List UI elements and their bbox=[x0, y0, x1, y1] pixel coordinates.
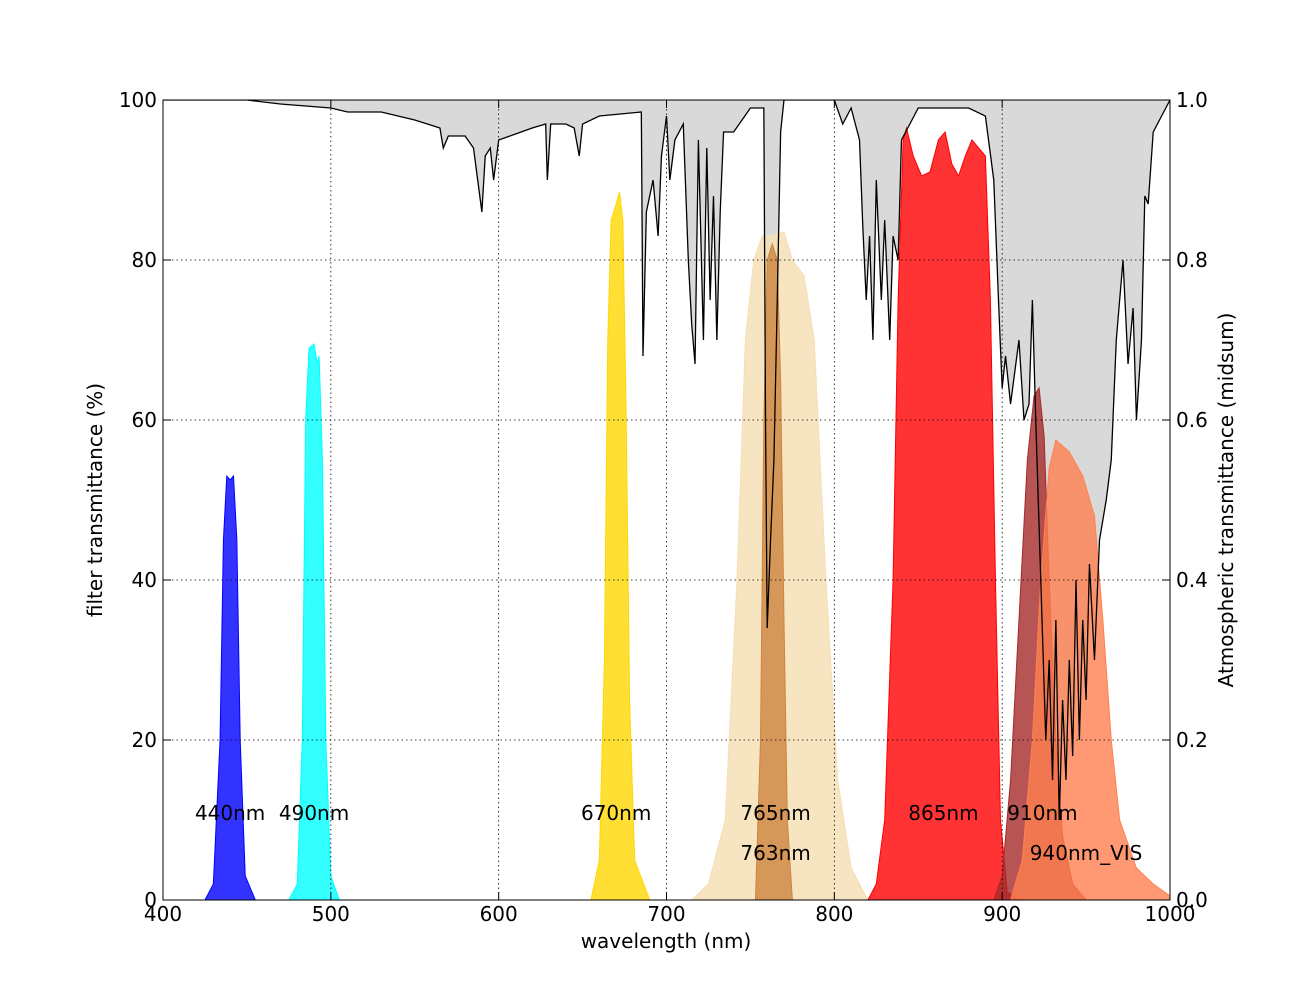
atmosphere-line bbox=[163, 100, 1170, 821]
x-tick-label: 500 bbox=[312, 902, 350, 926]
filter-area bbox=[288, 343, 340, 900]
y2-tick-label: 0.2 bbox=[1176, 728, 1208, 752]
annotation: 763nm bbox=[740, 841, 810, 865]
x-tick-label: 800 bbox=[815, 902, 853, 926]
filter-area bbox=[754, 242, 793, 900]
filter-area bbox=[204, 474, 256, 900]
annotation: 765nm bbox=[740, 801, 810, 825]
filter-area bbox=[867, 126, 1020, 900]
annotation: 910nm bbox=[1007, 801, 1077, 825]
annotation: 490nm bbox=[279, 801, 349, 825]
y-tick-label: 0 bbox=[144, 888, 157, 912]
y2-tick-label: 0.6 bbox=[1176, 408, 1208, 432]
filter-area bbox=[590, 191, 651, 900]
annotation: 865nm bbox=[908, 801, 978, 825]
y-tick-label: 40 bbox=[132, 568, 157, 592]
annotation: 670nm bbox=[581, 801, 651, 825]
y-axis-label: filter transmittance (%) bbox=[83, 383, 107, 617]
plot-area bbox=[163, 100, 1170, 900]
y2-tick-label: 1.0 bbox=[1176, 88, 1208, 112]
annotation: 940nm_VIS bbox=[1030, 841, 1143, 865]
x-tick-label: 900 bbox=[983, 902, 1021, 926]
x-axis-label: wavelength (nm) bbox=[581, 929, 752, 953]
x-tick-label: 1000 bbox=[1145, 902, 1196, 926]
x-tick-label: 700 bbox=[647, 902, 685, 926]
y-tick-label: 80 bbox=[132, 248, 157, 272]
y-tick-label: 100 bbox=[119, 88, 157, 112]
plot-frame bbox=[162, 99, 1171, 901]
x-tick-label: 600 bbox=[480, 902, 518, 926]
y2-axis-label: Atmospheric transmittance (midsum) bbox=[1214, 313, 1238, 688]
filter-area bbox=[1010, 439, 1170, 900]
y2-tick-label: 0.4 bbox=[1176, 568, 1208, 592]
atmosphere-fill bbox=[163, 100, 1170, 820]
y2-tick-label: 0.0 bbox=[1176, 888, 1208, 912]
y-tick-label: 60 bbox=[132, 408, 157, 432]
y-tick-label: 20 bbox=[132, 728, 157, 752]
y2-tick-label: 0.8 bbox=[1176, 248, 1208, 272]
annotation: 440nm bbox=[195, 801, 265, 825]
x-tick-label: 400 bbox=[144, 902, 182, 926]
